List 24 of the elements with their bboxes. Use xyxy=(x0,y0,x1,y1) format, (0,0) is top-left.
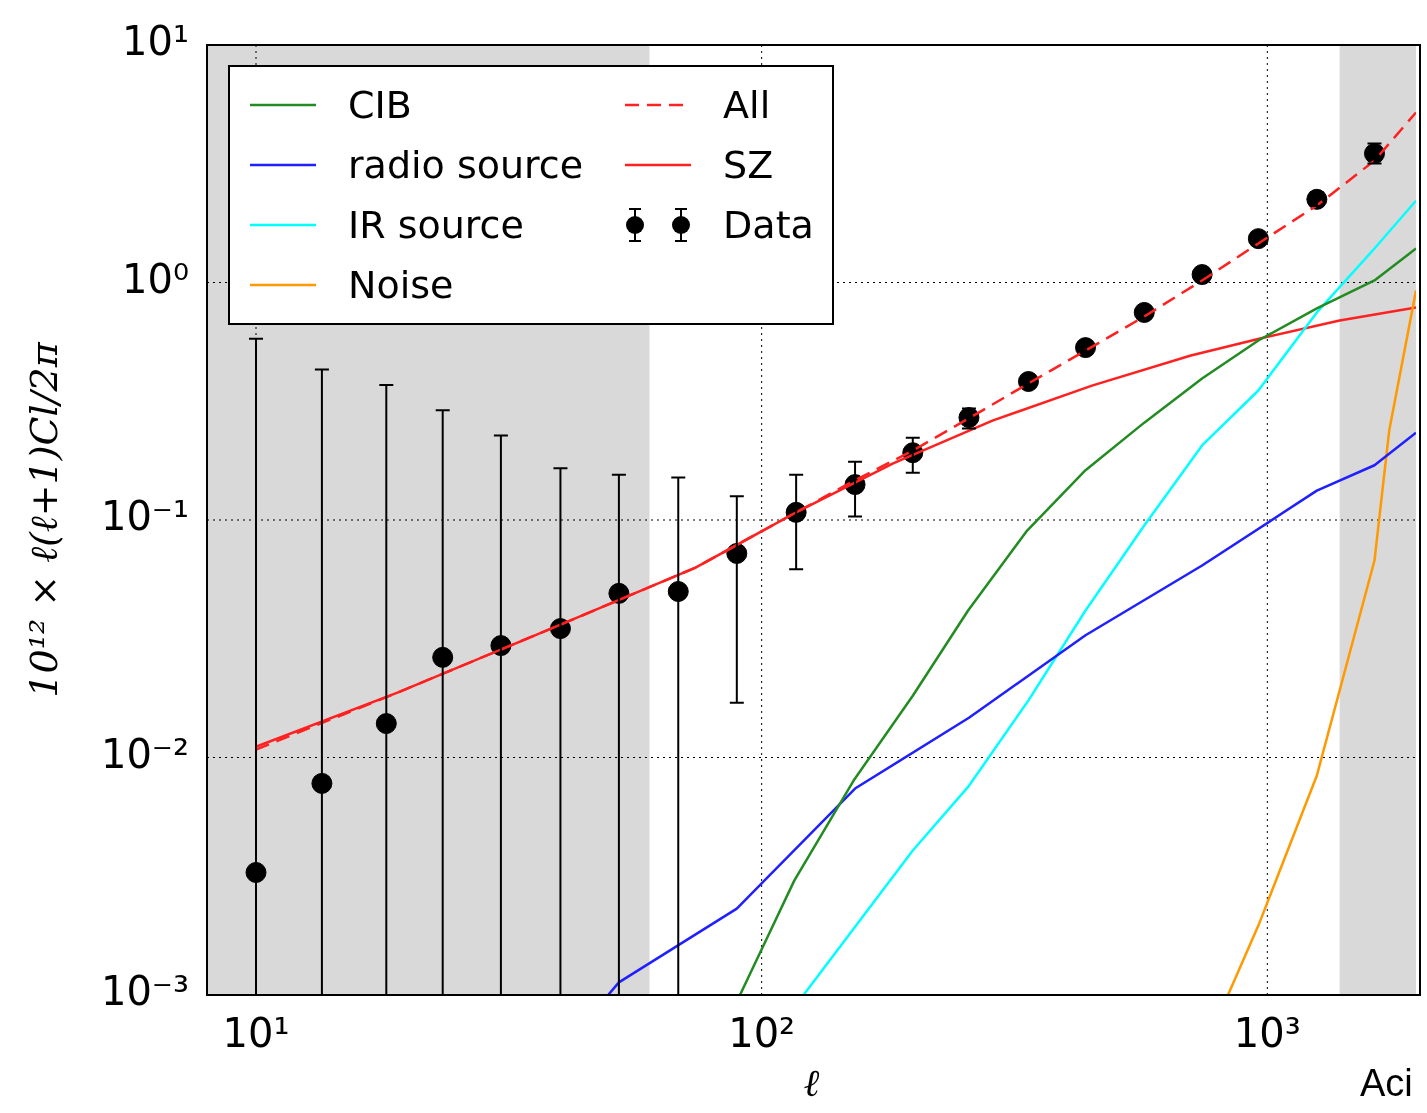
y-tick-label: 10¹ xyxy=(122,18,189,65)
point xyxy=(1133,301,1155,323)
y-tick-label: 10⁰ xyxy=(122,255,189,302)
x-tick-label: 10² xyxy=(728,1010,796,1057)
y-tick-label: 10⁻¹ xyxy=(100,493,189,540)
point xyxy=(432,646,454,668)
legend-label: IR source xyxy=(348,203,524,247)
point xyxy=(1017,370,1039,392)
y-tick-label: 10⁻² xyxy=(100,730,189,777)
point xyxy=(667,581,689,602)
x-tick-label: 10¹ xyxy=(222,1010,290,1057)
y-axis-title: 10¹² × ℓ(ℓ+1)Cl/2π xyxy=(21,341,66,698)
legend-label: CIB xyxy=(348,83,412,127)
legend-label: radio source xyxy=(348,143,584,187)
legend-label: SZ xyxy=(723,143,774,187)
text: Aci xyxy=(1360,1062,1413,1105)
x-axis-title: ℓ xyxy=(803,1061,820,1106)
legend-label: All xyxy=(723,83,771,127)
y-tick-label: 10⁻³ xyxy=(100,968,189,1015)
legend-label: Noise xyxy=(348,263,454,307)
point xyxy=(375,713,397,735)
legend-label: Data xyxy=(723,203,814,247)
x-tick-label: 10³ xyxy=(1233,1010,1301,1057)
point xyxy=(1075,337,1097,359)
